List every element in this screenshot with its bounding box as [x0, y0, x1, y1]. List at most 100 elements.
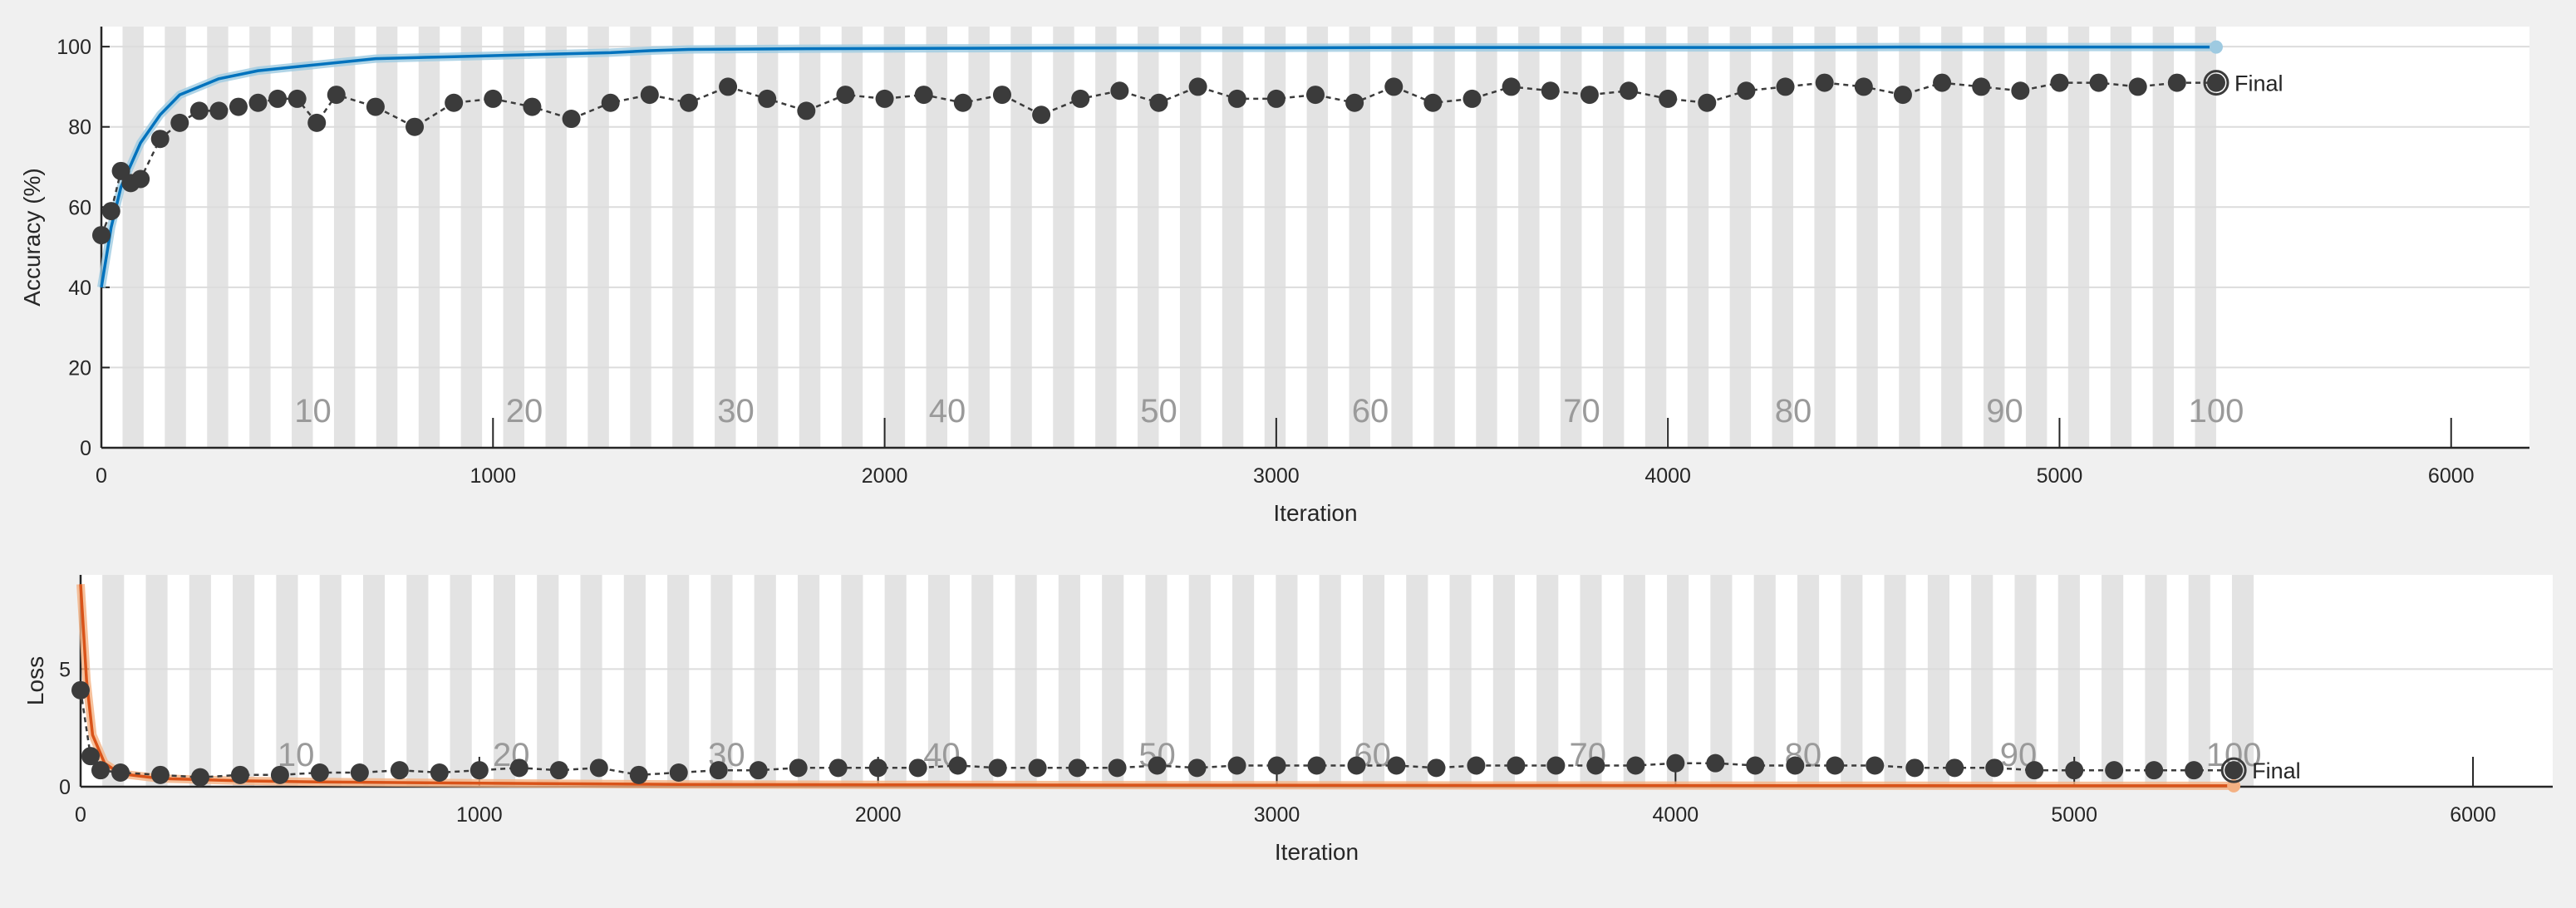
epoch-band — [1561, 27, 1582, 448]
loss-x-axis-label: Iteration — [1275, 839, 1359, 865]
accuracy-validation-point — [1620, 81, 1639, 101]
loss-validation-point — [1467, 756, 1486, 775]
epoch-band — [376, 27, 398, 448]
loss-validation-point — [948, 756, 967, 775]
accuracy-validation-point — [248, 93, 268, 112]
epoch-band — [1971, 575, 1993, 787]
accuracy-epoch-label: 10 — [294, 393, 332, 429]
epoch-band — [1391, 27, 1413, 448]
accuracy-validation-point — [307, 113, 327, 132]
epoch-band — [672, 27, 694, 448]
epoch-band — [418, 27, 440, 448]
accuracy-validation-point — [1698, 93, 1717, 112]
accuracy-validation-point — [2167, 73, 2186, 92]
epoch-band — [1188, 575, 1211, 787]
accuracy-y-tick-label: 100 — [57, 36, 91, 59]
loss-validation-point — [709, 761, 728, 780]
accuracy-validation-point — [1893, 86, 1912, 105]
loss-validation-point — [430, 763, 449, 782]
accuracy-validation-point — [523, 97, 542, 116]
epoch-band — [1602, 27, 1625, 448]
epoch-band — [2067, 27, 2090, 448]
accuracy-validation-point — [92, 226, 111, 245]
accuracy-validation-point — [758, 89, 777, 108]
loss-final-label: Final — [2252, 758, 2301, 783]
epoch-band — [715, 27, 736, 448]
epoch-band — [1884, 575, 1906, 787]
epoch-band — [1797, 575, 1820, 787]
accuracy-validation-point — [189, 101, 209, 120]
epoch-band — [122, 27, 144, 448]
accuracy-epoch-label: 40 — [929, 393, 966, 429]
loss-validation-line — [79, 690, 2234, 778]
accuracy-validation-point — [1032, 106, 1051, 125]
epoch-band — [710, 575, 733, 787]
accuracy-epoch-label: 70 — [1563, 393, 1600, 429]
loss-validation-point — [749, 761, 768, 780]
epoch-band — [1232, 575, 1255, 787]
epoch-band — [587, 27, 609, 448]
accuracy-validation-point — [327, 86, 346, 105]
accuracy-y-tick-label: 20 — [68, 356, 91, 380]
epoch-band — [2014, 575, 2037, 787]
loss-validation-point — [230, 765, 249, 784]
loss-x-tick-label: 3000 — [1254, 803, 1300, 827]
accuracy-validation-point — [1815, 73, 1834, 92]
accuracy-validation-point — [209, 101, 229, 120]
loss-y-axis-label: Loss — [22, 656, 48, 705]
loss-validation-point — [1347, 756, 1366, 775]
epoch-band — [1222, 27, 1244, 448]
accuracy-validation-point — [170, 113, 189, 132]
epoch-band — [1984, 27, 2005, 448]
epoch-band — [1710, 575, 1733, 787]
epoch-band — [1362, 575, 1385, 787]
loss-validation-point — [270, 765, 289, 784]
epoch-band — [233, 575, 255, 787]
loss-validation-point — [908, 758, 927, 778]
epoch-band — [1053, 27, 1074, 448]
accuracy-validation-point — [1541, 81, 1560, 101]
accuracy-epoch-label: 60 — [1352, 393, 1389, 429]
epoch-band — [1319, 575, 1341, 787]
loss-validation-point — [1507, 756, 1526, 775]
accuracy-validation-point — [1502, 77, 1521, 96]
epoch-band — [884, 575, 907, 787]
epoch-band — [207, 27, 229, 448]
loss-validation-point — [2225, 761, 2244, 780]
accuracy-validation-line — [100, 81, 2216, 236]
accuracy-y-axis-label: Accuracy (%) — [19, 168, 45, 306]
loss-validation-point — [1028, 758, 1047, 778]
accuracy-validation-point — [406, 117, 425, 136]
accuracy-validation-point — [992, 86, 1011, 105]
epoch-band — [249, 27, 271, 448]
accuracy-y-tick-label: 0 — [80, 437, 91, 460]
loss-validation-point — [1108, 758, 1127, 778]
epoch-band — [493, 575, 516, 787]
loss-validation-point — [1706, 753, 1725, 773]
accuracy-final-label: Final — [2234, 71, 2283, 96]
loss-validation-point — [1786, 756, 1805, 775]
loss-validation-point — [1586, 756, 1605, 775]
accuracy-x-tick-label: 6000 — [2428, 464, 2475, 488]
loss-axes-background — [81, 575, 2553, 787]
accuracy-validation-point — [1776, 77, 1795, 96]
loss-y-tick-label: 5 — [59, 658, 71, 681]
epoch-band — [1753, 575, 1776, 787]
loss-validation-point — [469, 761, 489, 780]
epoch-band — [667, 575, 690, 787]
loss-validation-point — [629, 765, 648, 784]
loss-x-tick-label: 1000 — [456, 803, 503, 827]
accuracy-validation-point — [1972, 77, 1991, 96]
accuracy-validation-point — [797, 101, 816, 120]
accuracy-validation-point — [640, 86, 659, 105]
epoch-band — [2195, 27, 2216, 448]
loss-validation-point — [1826, 756, 1845, 775]
epoch-band — [927, 575, 951, 787]
loss-validation-point — [988, 758, 1007, 778]
accuracy-validation-point — [101, 202, 120, 221]
accuracy-validation-point — [268, 89, 288, 108]
accuracy-validation-point — [2128, 77, 2147, 96]
loss-training-smoothed-line — [79, 584, 2234, 788]
accuracy-validation-point — [914, 86, 933, 105]
